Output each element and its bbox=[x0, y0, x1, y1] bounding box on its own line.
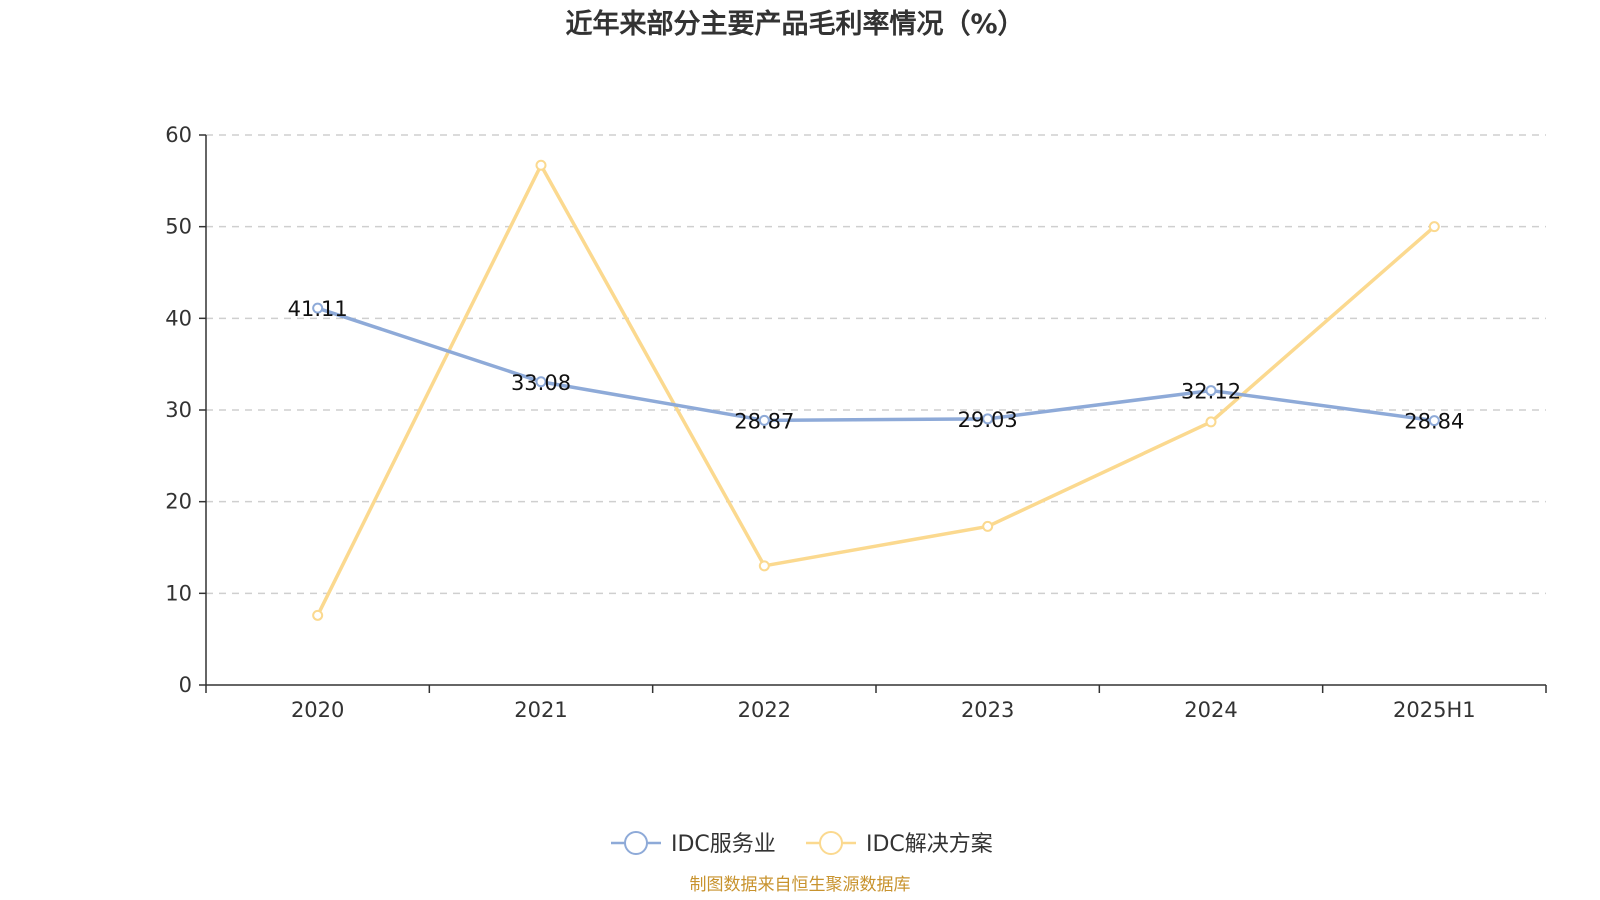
data-point bbox=[982, 520, 994, 532]
x-tick-label: 2024 bbox=[1184, 698, 1237, 722]
data-point bbox=[535, 159, 547, 171]
y-tick-label: 60 bbox=[165, 123, 192, 147]
source-note: 制图数据来自恒生聚源数据库 bbox=[690, 875, 911, 895]
data-label: 33.08 bbox=[511, 371, 571, 395]
data-point bbox=[1428, 221, 1440, 233]
data-point bbox=[1205, 416, 1217, 428]
x-tick-label: 2021 bbox=[514, 698, 567, 722]
series-line-1 bbox=[316, 163, 1436, 617]
data-point bbox=[1428, 415, 1440, 427]
y-tick-label: 40 bbox=[165, 306, 192, 330]
legend: IDC服务业 IDC解决方案 bbox=[611, 831, 993, 857]
x-tick-label: 2022 bbox=[738, 698, 791, 722]
y-tick-label: 0 bbox=[179, 673, 192, 697]
chart-title: 近年来部分主要产品毛利率情况（%） bbox=[565, 8, 1024, 40]
data-label: 41.11 bbox=[288, 297, 348, 321]
data-label: 32.12 bbox=[1181, 380, 1241, 404]
grid-lines bbox=[206, 134, 1546, 595]
x-tick-label: 2025H1 bbox=[1393, 698, 1476, 722]
data-point bbox=[312, 302, 324, 314]
series-layer bbox=[312, 159, 1440, 621]
data-point bbox=[758, 560, 770, 572]
data-point bbox=[1205, 385, 1217, 397]
y-tick-label: 20 bbox=[165, 490, 192, 514]
data-point bbox=[982, 413, 994, 425]
data-point bbox=[535, 376, 547, 388]
y-tick-label: 10 bbox=[165, 581, 192, 605]
data-label: 28.84 bbox=[1404, 410, 1464, 434]
series-line-0 bbox=[317, 306, 1435, 423]
data-labels: 41.11 33.08 28.87 29.03 32.12 28.84 bbox=[288, 297, 1465, 433]
legend-marker-0 bbox=[624, 831, 648, 855]
data-point bbox=[312, 609, 324, 621]
data-label: 29.03 bbox=[958, 408, 1018, 432]
x-tick-label: 2023 bbox=[961, 698, 1014, 722]
data-label: 28.87 bbox=[734, 409, 794, 433]
x-tick-label: 2020 bbox=[291, 698, 344, 722]
legend-label-0: IDC服务业 bbox=[671, 832, 776, 857]
legend-marker-1 bbox=[819, 831, 843, 855]
y-tick-label: 30 bbox=[165, 398, 192, 422]
legend-label-1: IDC解决方案 bbox=[866, 832, 993, 857]
data-point bbox=[758, 414, 770, 426]
axes: 0 10 20 30 40 50 60 2020 2021 2022 2023 2024 2025H1 bbox=[165, 123, 1547, 722]
y-tick-label: 50 bbox=[165, 215, 192, 239]
